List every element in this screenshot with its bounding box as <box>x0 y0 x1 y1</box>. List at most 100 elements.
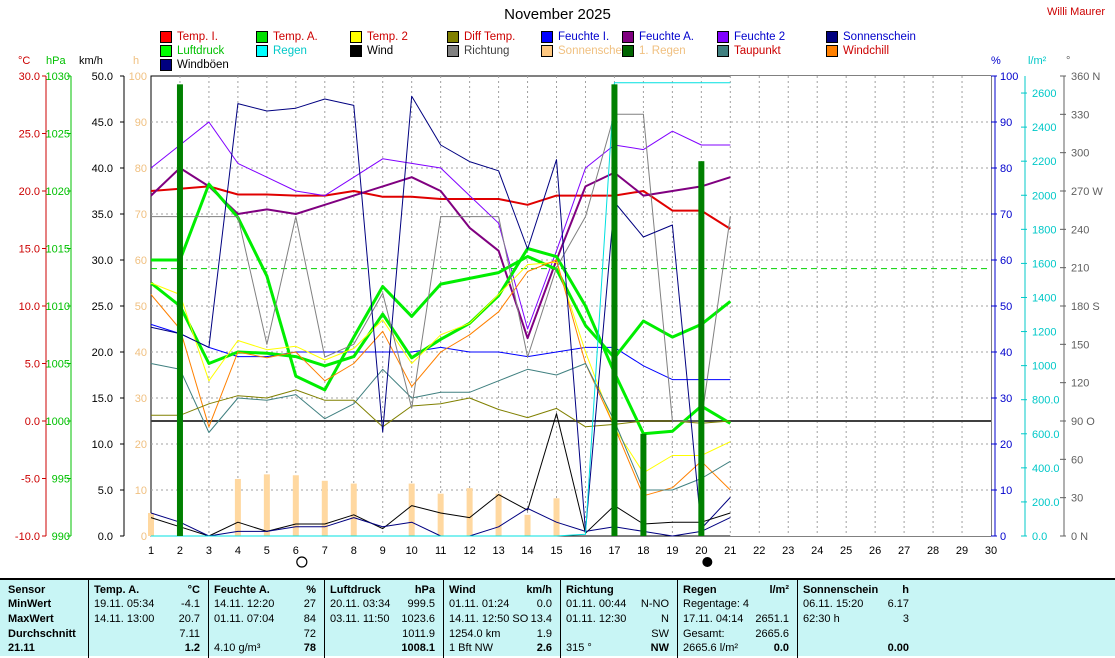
summary-cell-value: N <box>661 613 669 625</box>
x-tick-label: 16 <box>579 545 591 557</box>
summary-cell-value: 999.5 <box>407 598 435 610</box>
legend-item: Diff Temp. <box>447 31 515 43</box>
pressure-tick-label: 1005 <box>46 359 70 371</box>
x-tick-label: 27 <box>898 545 910 557</box>
summary-column-header: Wind <box>449 584 476 596</box>
summary-column-header: Luftdruck <box>330 584 381 596</box>
summary-cell-label: 1 Bft NW <box>449 642 494 654</box>
x-tick-label: 17 <box>608 545 620 557</box>
legend-item: Richtung <box>447 45 509 57</box>
series-line-taupunkt <box>150 363 731 491</box>
rain-bar <box>640 433 647 536</box>
x-tick-label: 7 <box>322 545 328 557</box>
rain-tick-label: 1600 <box>1032 258 1056 270</box>
summary-column-unit: km/h <box>526 584 552 596</box>
wind-tick-label: 50.0 <box>92 71 113 83</box>
summary-row-label: MaxWert <box>8 613 54 625</box>
humidity-tick-label: 40 <box>1000 347 1012 359</box>
summary-column-header: Feuchte A. <box>214 584 270 596</box>
pressure-tick-label: 1020 <box>46 186 70 198</box>
legend-swatch <box>447 31 459 43</box>
wind-tick-label: 0.0 <box>98 531 113 543</box>
rain-bar <box>698 161 705 536</box>
direction-tick-label: 300 <box>1071 148 1089 160</box>
summary-cell-value: 3 <box>902 613 909 625</box>
pressure-tick-label: 1015 <box>46 244 70 256</box>
series-line-feuchte-a- <box>150 167 731 340</box>
legend-item: Luftdruck <box>160 45 224 57</box>
pressure-tick-label: 1025 <box>46 129 70 141</box>
sunshine-bar <box>321 480 328 536</box>
summary-cell-label: 14.11. 13:00 <box>94 613 155 625</box>
rain-tick-label: 400.0 <box>1032 463 1060 475</box>
summary-column-header: Richtung <box>566 584 614 596</box>
summary-cell-value: 78 <box>303 642 316 654</box>
legend-item: Wind <box>350 45 393 57</box>
summary-cell-value: 2.6 <box>536 642 552 654</box>
legend-item: 1. Regen <box>622 45 686 57</box>
sunshine-bar <box>524 514 531 536</box>
legend-swatch <box>350 31 362 43</box>
pressure-tick-label: 1010 <box>46 301 70 313</box>
legend-label: Temp. 2 <box>367 31 408 43</box>
sunshine-bar <box>437 493 444 536</box>
rain-tick-label: 0.0 <box>1032 531 1047 543</box>
summary-column-unit: l/m² <box>769 584 789 596</box>
temp-tick-label: 10.0 <box>19 301 40 313</box>
summary-cell-value: 0.0 <box>536 598 552 610</box>
humidity-tick-label: 80 <box>1000 163 1012 175</box>
summary-cell-label: Regentage: 4 <box>683 598 750 610</box>
summary-column-unit: % <box>306 584 316 596</box>
direction-tick-label: 360 N <box>1071 71 1100 83</box>
legend-swatch <box>622 31 634 43</box>
summary-cell-value: 1.2 <box>184 642 200 654</box>
series-line-temp-a- <box>151 182 732 392</box>
legend-item: Feuchte A. <box>622 31 694 43</box>
legend-item: Temp. I. <box>160 31 218 43</box>
summary-row-label: Sensor <box>8 584 46 596</box>
x-tick-label: 8 <box>351 545 357 557</box>
legend-label: Feuchte A. <box>639 31 694 43</box>
wind-tick-label: 35.0 <box>92 209 113 221</box>
humidity-tick-label: 90 <box>1000 117 1012 129</box>
x-tick-label: 26 <box>869 545 881 557</box>
legend-label: Sonnenschein <box>843 31 916 43</box>
humidity-tick-label: 100 <box>1000 71 1018 83</box>
summary-column-unit: °C <box>187 584 200 596</box>
temp-tick-label: 5.0 <box>25 359 40 371</box>
summary-cell-value: 1011.9 <box>402 628 435 640</box>
legend-label: Windböen <box>177 59 229 71</box>
humidity-tick-label: 30 <box>1000 393 1012 405</box>
legend-label: 1. Regen <box>639 45 686 57</box>
summary-column <box>208 580 322 658</box>
sunshine-bar <box>292 475 299 536</box>
pressure-tick-label: 990 <box>52 531 70 543</box>
sunshine-bar <box>234 478 241 536</box>
summary-cell-label: 20.11. 03:34 <box>330 598 391 610</box>
humidity-tick-label: 50 <box>1000 301 1012 313</box>
sun-tick-label: 100 <box>129 71 147 83</box>
summary-cell-value: 2651.1 <box>755 613 789 625</box>
x-tick-label: 14 <box>521 545 533 557</box>
sunshine-bar <box>466 488 473 536</box>
summary-cell-value: 0.0 <box>773 642 789 654</box>
direction-tick-label: 180 S <box>1071 301 1100 313</box>
sunshine-bar <box>553 498 560 536</box>
temp-tick-label: -10.0 <box>15 531 40 543</box>
direction-tick-label: 240 <box>1071 224 1089 236</box>
legend-swatch <box>826 31 838 43</box>
legend-item: Temp. 2 <box>350 31 408 43</box>
summary-cell-label: 315 ° <box>566 642 592 654</box>
rain-tick-label: 200.0 <box>1032 497 1060 509</box>
x-tick-label: 22 <box>753 545 765 557</box>
summary-cell-label: 01.11. 12:30 <box>566 613 627 625</box>
temp-unit-label: °C <box>18 55 31 67</box>
summary-cell-label: Gesamt: <box>683 628 725 640</box>
x-tick-label: 21 <box>724 545 736 557</box>
sun-tick-label: 40 <box>135 347 147 359</box>
humidity-tick-label: 10 <box>1000 485 1012 497</box>
summary-cell-label: 06.11. 15:20 <box>803 598 864 610</box>
rain-bar <box>611 84 618 536</box>
series-line-feuchte-2 <box>150 121 731 330</box>
series-line-feuchte-i- <box>150 323 731 381</box>
